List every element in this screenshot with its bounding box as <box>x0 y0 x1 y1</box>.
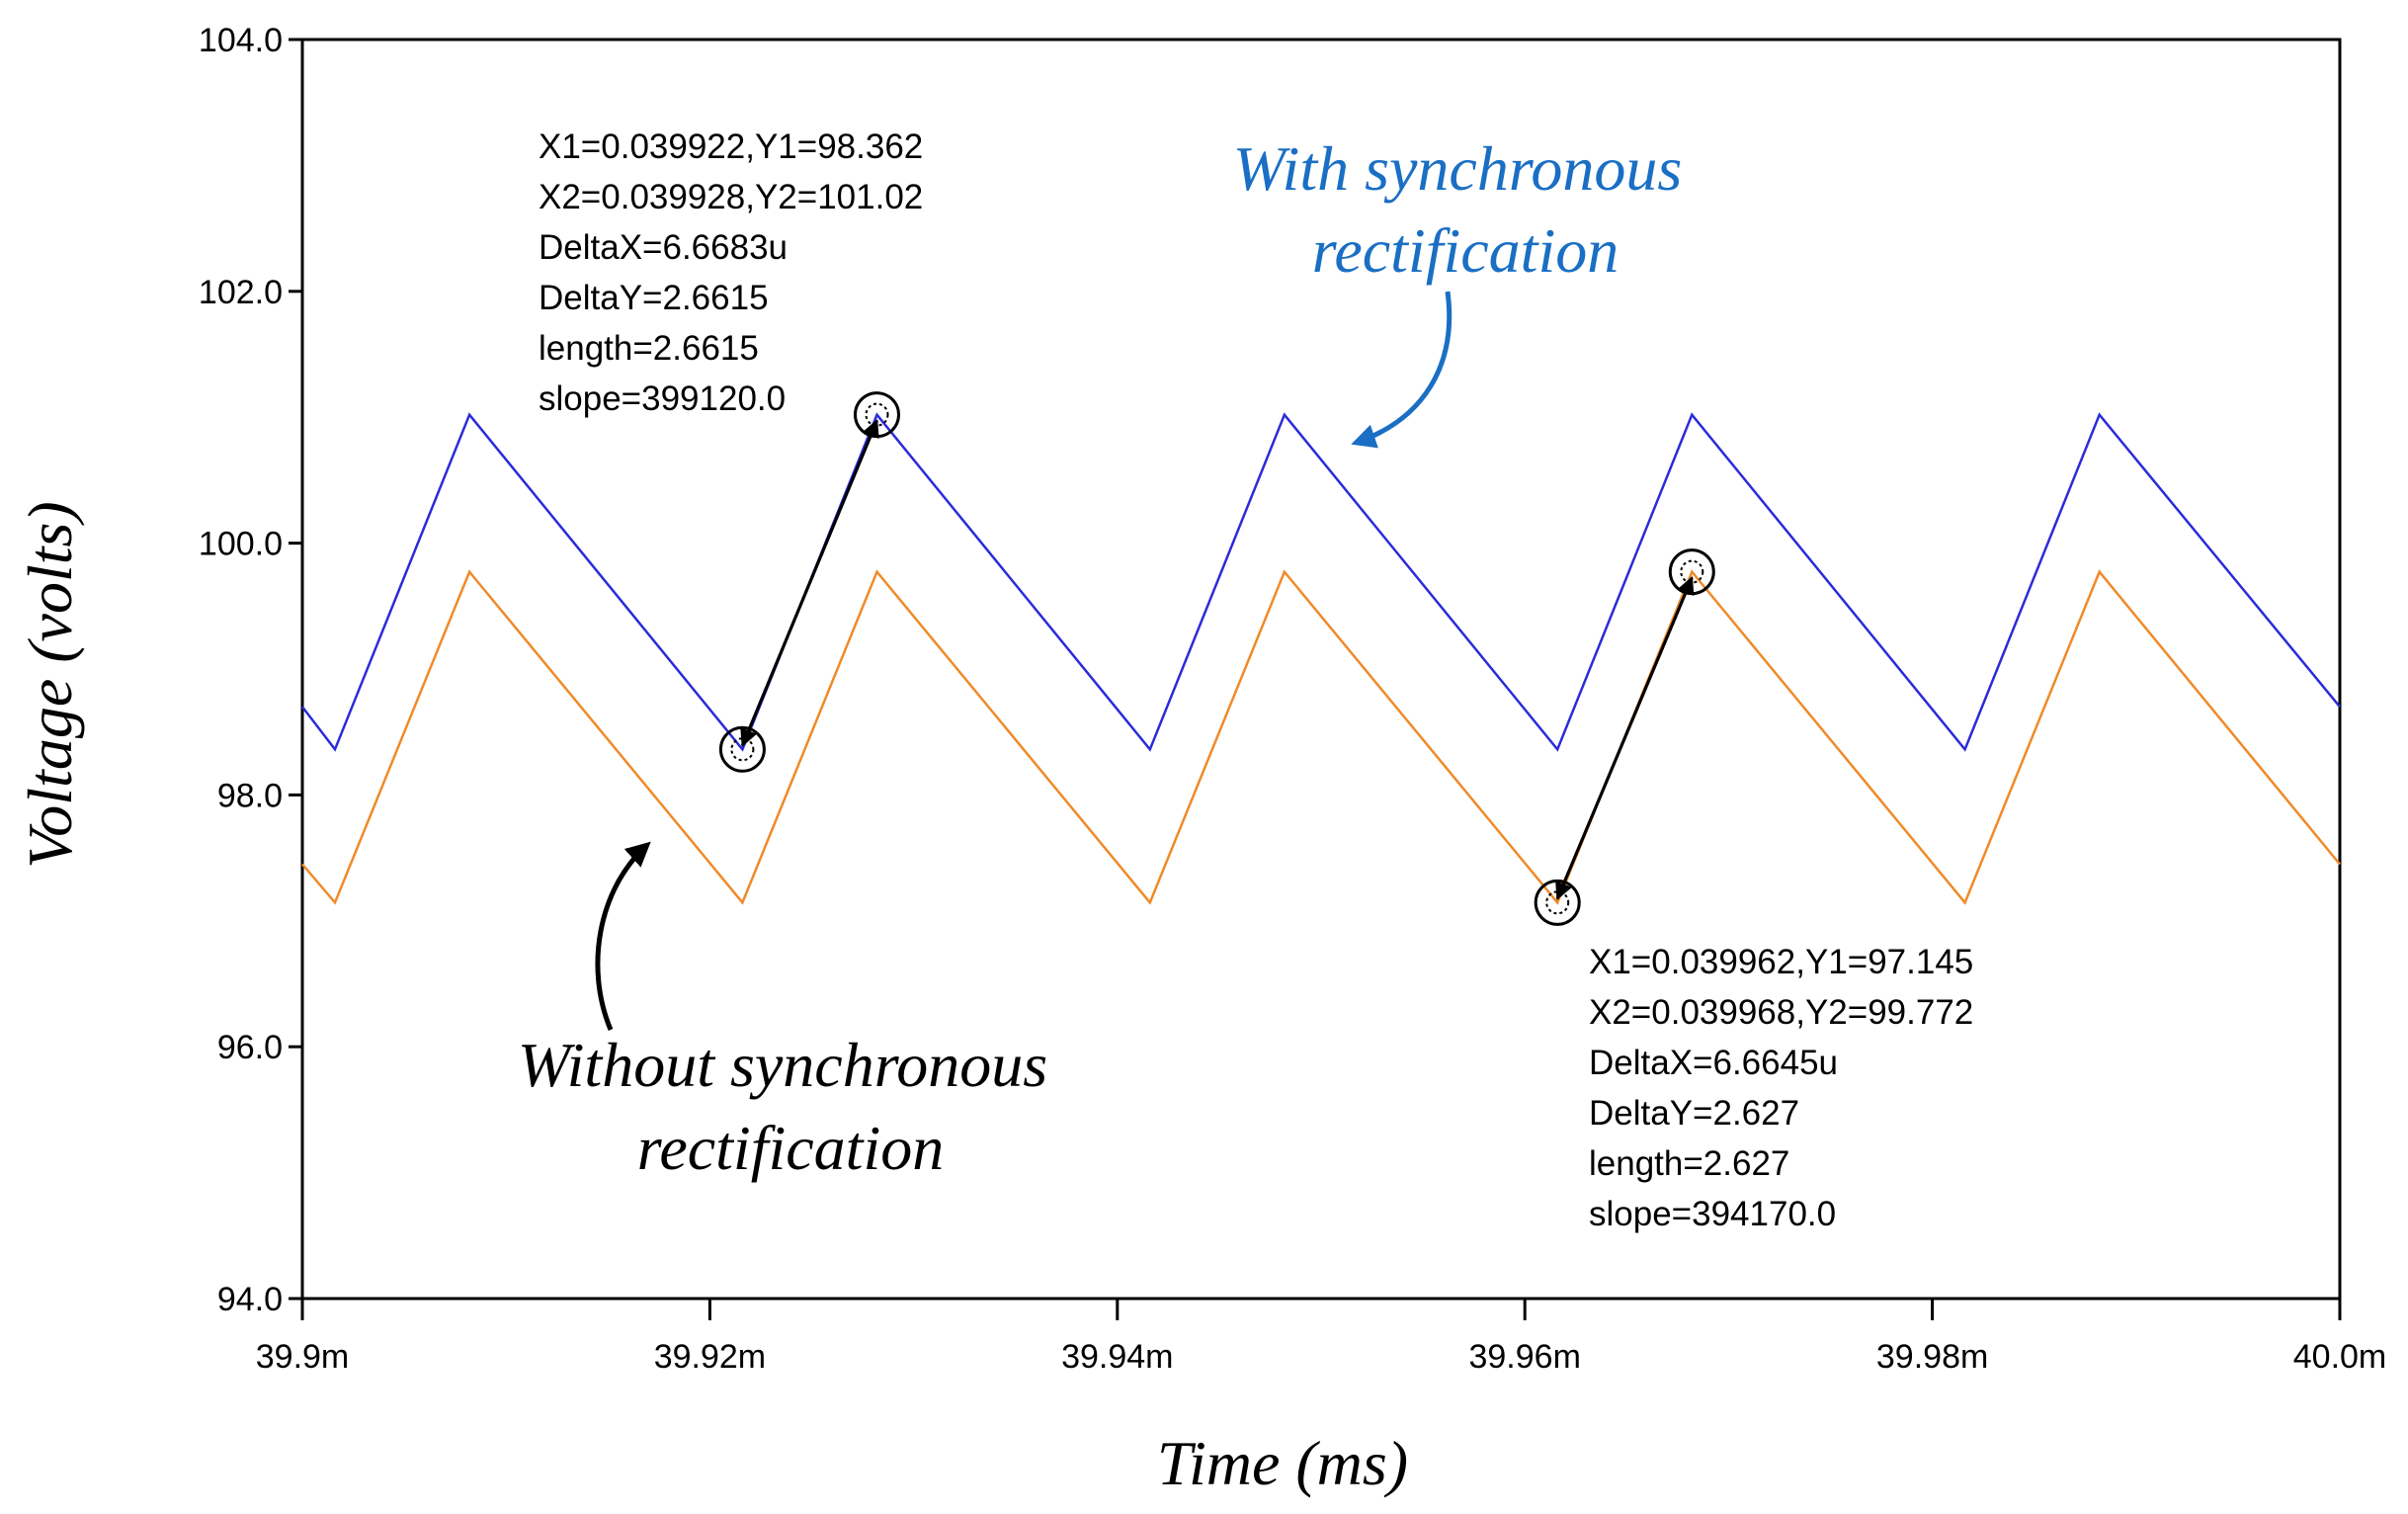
x-axis-title: Time (ms) <box>1157 1428 1408 1498</box>
cursor-marker-start-2-inner <box>1545 890 1570 915</box>
cursor-arrow-back-1 <box>740 420 878 747</box>
y-tick-label: 100.0 <box>199 526 283 563</box>
cursor-layer <box>718 391 1715 926</box>
cursor-readout-line: length=2.6615 <box>539 329 759 368</box>
cursor-readout-line: DeltaY=2.627 <box>1589 1094 1799 1133</box>
cursor-readout-line: DeltaX=6.6645u <box>1589 1044 1838 1082</box>
cursor-readout-line: length=2.627 <box>1589 1144 1789 1183</box>
cursor-marker-end-1-inner <box>865 402 889 427</box>
without-sync-label-line2: rectification <box>637 1113 944 1183</box>
x-tick-label: 39.96m <box>1468 1338 1580 1376</box>
cursor-readout-line: slope=394170.0 <box>1589 1195 1836 1233</box>
y-tick-label: 96.0 <box>217 1029 283 1066</box>
cursor-readout-line: X1=0.039922,Y1=98.362 <box>539 127 923 166</box>
cursor-readout-line: X2=0.039968,Y2=99.772 <box>1589 993 1973 1032</box>
cursor-marker-start-2 <box>1534 879 1581 926</box>
without-sync-arrow <box>595 841 651 1031</box>
x-tick-label: 39.98m <box>1876 1338 1988 1376</box>
cursor-marker-end-2 <box>1668 548 1715 596</box>
y-tick-label: 104.0 <box>199 22 283 59</box>
cursor-readout-line: X2=0.039928,Y2=101.02 <box>539 178 923 216</box>
y-axis: 94.0 96.0 98.0 100.0 102.0 104.0 <box>199 22 302 1318</box>
x-tick-label: 39.92m <box>654 1338 766 1376</box>
y-axis-title: Voltage (volts) <box>15 501 85 868</box>
cursor-readout-2: X1=0.039962,Y1=97.145 X2=0.039968,Y2=99.7… <box>1589 943 1973 1233</box>
cursor-readout-line: slope=399120.0 <box>539 379 786 418</box>
with-sync-label-line1: With synchronous <box>1233 133 1683 204</box>
x-tick-label: 39.9m <box>256 1338 350 1376</box>
cursor-marker-end-2-inner <box>1680 559 1704 584</box>
cursor-marker-start-1-inner <box>730 737 755 762</box>
series-layer <box>301 412 2341 905</box>
series-line-with-sync <box>301 412 2341 752</box>
cursor-marker-end-1 <box>853 391 900 439</box>
y-tick-label: 98.0 <box>217 777 283 814</box>
without-sync-label-line1: Without synchronous <box>518 1030 1047 1100</box>
cursor-readout-line: X1=0.039962,Y1=97.145 <box>1589 943 1973 981</box>
cursor-readout-1: X1=0.039922,Y1=98.362 X2=0.039928,Y2=101.… <box>539 127 923 418</box>
y-tick-label: 102.0 <box>199 274 283 311</box>
without-sync-label: Without synchronous rectification <box>518 1030 1063 1183</box>
cursor-readout-line: DeltaY=2.6615 <box>539 279 769 317</box>
y-tick-label: 94.0 <box>217 1281 283 1318</box>
x-axis: 39.9m 39.92m 39.94m 39.96m 39.98m 40.0m <box>256 1299 2387 1376</box>
with-sync-arrow <box>1351 291 1453 449</box>
cursor-arrow-back-2 <box>1555 577 1694 900</box>
series-line-without-sync <box>301 569 2341 905</box>
with-sync-label: With synchronous rectification <box>1233 133 1699 286</box>
cursor-marker-start-1 <box>718 725 766 773</box>
x-tick-label: 39.94m <box>1061 1338 1173 1376</box>
plot-frame <box>300 38 2342 1301</box>
x-tick-label: 40.0m <box>2293 1338 2387 1376</box>
cursor-readout-line: DeltaX=6.6683u <box>539 228 788 267</box>
with-sync-label-line2: rectification <box>1312 215 1619 286</box>
